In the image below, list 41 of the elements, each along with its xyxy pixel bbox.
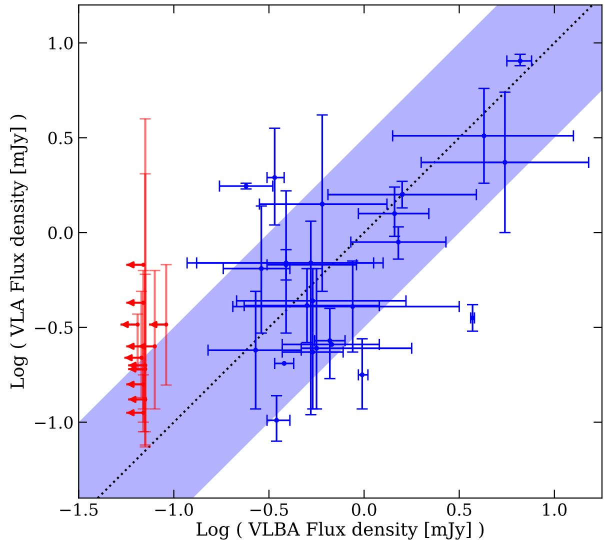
point (518, 58, 523, 64)
point (253, 348, 258, 353)
y-tick-label: 0.0 (48, 226, 73, 240)
x-tick-label: −1.5 (60, 503, 98, 516)
point (360, 372, 365, 378)
y-tick-label: 1.0 (49, 36, 73, 50)
x-axis-title: Log ( VLBA Flux density [mJy] ) (196, 522, 484, 540)
x-tick-label: 0.0 (352, 503, 376, 516)
y-tick-label: −0.5 (35, 321, 72, 334)
point (164, 322, 168, 327)
point (141, 410, 146, 415)
point (152, 344, 157, 348)
point (143, 397, 148, 402)
point (320, 202, 325, 207)
point (400, 192, 405, 198)
point (304, 303, 310, 308)
x-tick-label: 1.0 (543, 503, 567, 516)
x-tick-label: −1.0 (155, 503, 193, 516)
x-tick-label: 0.5 (447, 503, 472, 516)
point (141, 300, 146, 305)
point (272, 175, 278, 180)
point (136, 322, 140, 327)
point (502, 160, 508, 165)
point (141, 262, 146, 267)
point (396, 240, 401, 244)
point (314, 346, 319, 351)
point (282, 361, 287, 366)
point (327, 338, 332, 344)
point (274, 418, 279, 423)
point (392, 211, 397, 216)
y-tick-label: 0.5 (48, 132, 73, 144)
y-tick-label: −1.0 (35, 416, 73, 429)
point (141, 382, 146, 386)
point (143, 367, 148, 372)
point (139, 356, 144, 360)
y-axis-title: Log ( VLA Flux density [mJy] ) (10, 114, 28, 389)
x-tick-label: −0.5 (250, 503, 288, 516)
point (143, 363, 148, 368)
point (350, 304, 356, 309)
point (258, 266, 264, 272)
point (482, 133, 486, 138)
